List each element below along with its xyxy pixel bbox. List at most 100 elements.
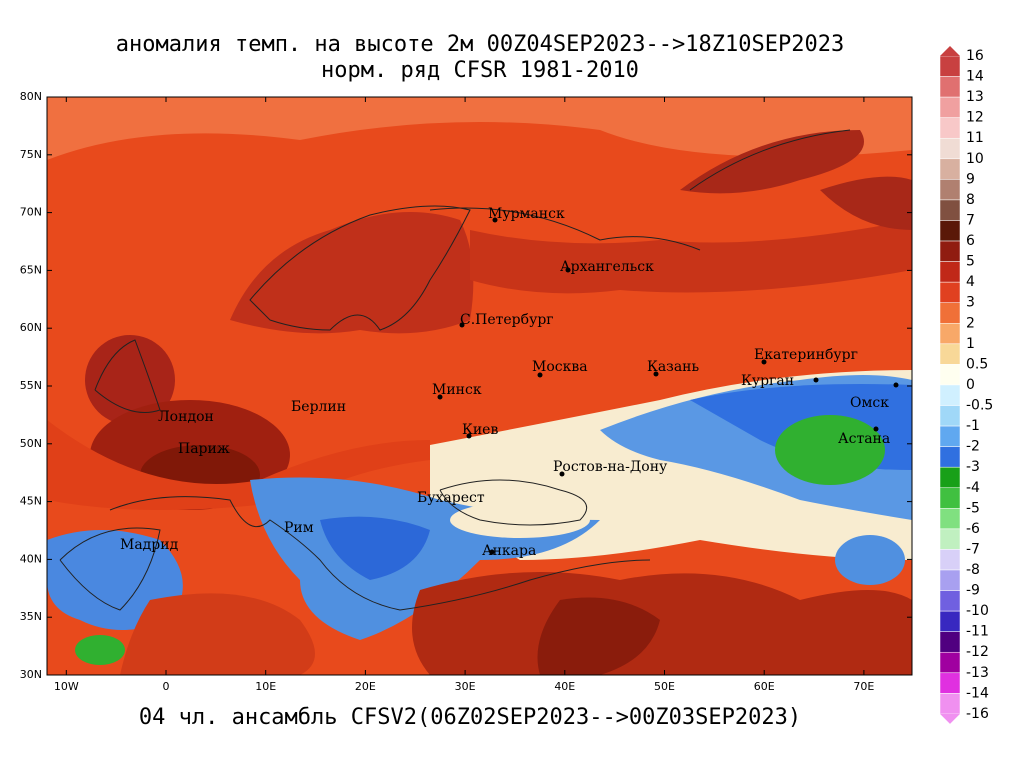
colorbar-box	[939, 405, 961, 427]
city-label: Мурманск	[488, 206, 565, 222]
lat-tick-label: 65N	[20, 263, 42, 276]
city-dot	[761, 359, 767, 365]
city-label: Париж	[178, 441, 230, 457]
lon-tick-label: 30E	[455, 680, 476, 693]
colorbar-box	[939, 343, 961, 365]
colorbar-box	[939, 240, 961, 262]
colorbar-label: -1	[966, 418, 980, 434]
colorbar-box	[939, 199, 961, 221]
colorbar-label: 2	[966, 315, 975, 331]
city-label: Архангельск	[560, 259, 654, 275]
city-label: Минск	[432, 382, 482, 398]
city-dot	[459, 322, 465, 328]
colorbar-box	[939, 549, 961, 571]
anomaly-field	[47, 97, 912, 675]
colorbar-box	[939, 528, 961, 550]
lon-tick-label: 50E	[654, 680, 675, 693]
city-dot	[813, 377, 819, 383]
city-label: Рим	[284, 520, 314, 536]
colorbar-box	[939, 631, 961, 653]
colorbar-box	[939, 610, 961, 632]
colorbar-box	[939, 76, 961, 98]
colorbar-label: -2	[966, 439, 980, 455]
colorbar-label: 14	[966, 69, 984, 85]
colorbar-box	[939, 179, 961, 201]
colorbar-label: -4	[966, 480, 980, 496]
colorbar-box	[939, 384, 961, 406]
lat-tick-label: 35N	[20, 610, 42, 623]
colorbar-box	[939, 158, 961, 180]
colorbar-label: 1	[966, 336, 975, 352]
colorbar-box	[939, 137, 961, 160]
colorbar-box	[939, 466, 961, 489]
city-label: Москва	[532, 359, 588, 375]
city-label: Казань	[647, 359, 699, 375]
colorbar-label: -16	[966, 706, 989, 722]
lat-tick-label: 30N	[20, 668, 42, 681]
colorbar-box	[939, 590, 961, 612]
city-dot	[559, 471, 565, 477]
colorbar-box	[939, 425, 961, 447]
city-label: С.Петербург	[460, 312, 554, 328]
colorbar-box	[939, 446, 961, 468]
city-label: Екатеринбург	[754, 347, 858, 363]
colorbar-end	[940, 46, 960, 56]
city-dot	[437, 394, 443, 400]
lon-tick-label: 40E	[554, 680, 575, 693]
lon-tick-label: 20E	[355, 680, 376, 693]
colorbar-box	[939, 487, 961, 509]
colorbar-label: 0.5	[966, 356, 988, 372]
city-dot	[565, 267, 571, 273]
colorbar-label: -3	[966, 459, 980, 475]
city-label: Ростов-на-Дону	[553, 459, 668, 475]
city-label: Мадрид	[120, 537, 179, 553]
city-dot	[893, 382, 899, 388]
lat-tick-label: 40N	[20, 552, 42, 565]
colorbar-label: -5	[966, 500, 980, 516]
footer: 04 чл. ансамбль CFSV2(06Z02SEP2023-->00Z…	[139, 705, 801, 730]
city-dot	[873, 426, 879, 432]
lon-tick-label: 60E	[754, 680, 775, 693]
colorbar-box	[939, 220, 961, 242]
city-label: Бухарест	[417, 490, 485, 506]
colorbar-label: -10	[966, 603, 989, 619]
colorbar-label: 4	[966, 274, 975, 290]
colorbar-label: -13	[966, 665, 989, 681]
city-dot	[653, 371, 659, 377]
colorbar-box	[939, 693, 961, 715]
lat-tick-label: 55N	[20, 379, 42, 392]
colorbar-label: 16	[966, 48, 984, 64]
colorbar-label: -9	[966, 583, 980, 599]
city-dot	[466, 433, 472, 439]
city-dot	[489, 549, 495, 555]
colorbar-label: -7	[966, 541, 980, 557]
colorbar-label: -14	[966, 685, 989, 701]
colorbar-label: -11	[966, 624, 989, 640]
colorbar-box	[939, 261, 961, 283]
city-dot	[492, 217, 498, 223]
colorbar-box	[939, 302, 961, 324]
lat-tick-label: 45N	[20, 495, 42, 508]
colorbar-label: 7	[966, 212, 975, 228]
colorbar-label: 12	[966, 110, 984, 126]
colorbar-box	[939, 55, 961, 77]
title-line: аномалия темп. на высоте 2м 00Z04SEP2023…	[116, 32, 844, 57]
city-label: Курган	[741, 373, 794, 389]
colorbar-box	[939, 96, 961, 118]
city-label: Астана	[838, 431, 890, 447]
colorbar-label: 5	[966, 254, 975, 270]
colorbar-box	[939, 281, 961, 303]
colorbar-box	[939, 117, 961, 139]
city-label: Киев	[462, 422, 498, 438]
lat-tick-label: 75N	[20, 148, 42, 161]
colorbar-box	[939, 508, 961, 530]
colorbar-label: -0.5	[966, 398, 993, 414]
colorbar-label: 9	[966, 171, 975, 187]
lon-tick-label: 10E	[255, 680, 276, 693]
colorbar-label: 6	[966, 233, 975, 249]
lat-tick-label: 70N	[20, 206, 42, 219]
colorbar-label: 0	[966, 377, 975, 393]
lon-tick-label: 0	[163, 680, 170, 693]
lon-tick-label: 70E	[853, 680, 874, 693]
